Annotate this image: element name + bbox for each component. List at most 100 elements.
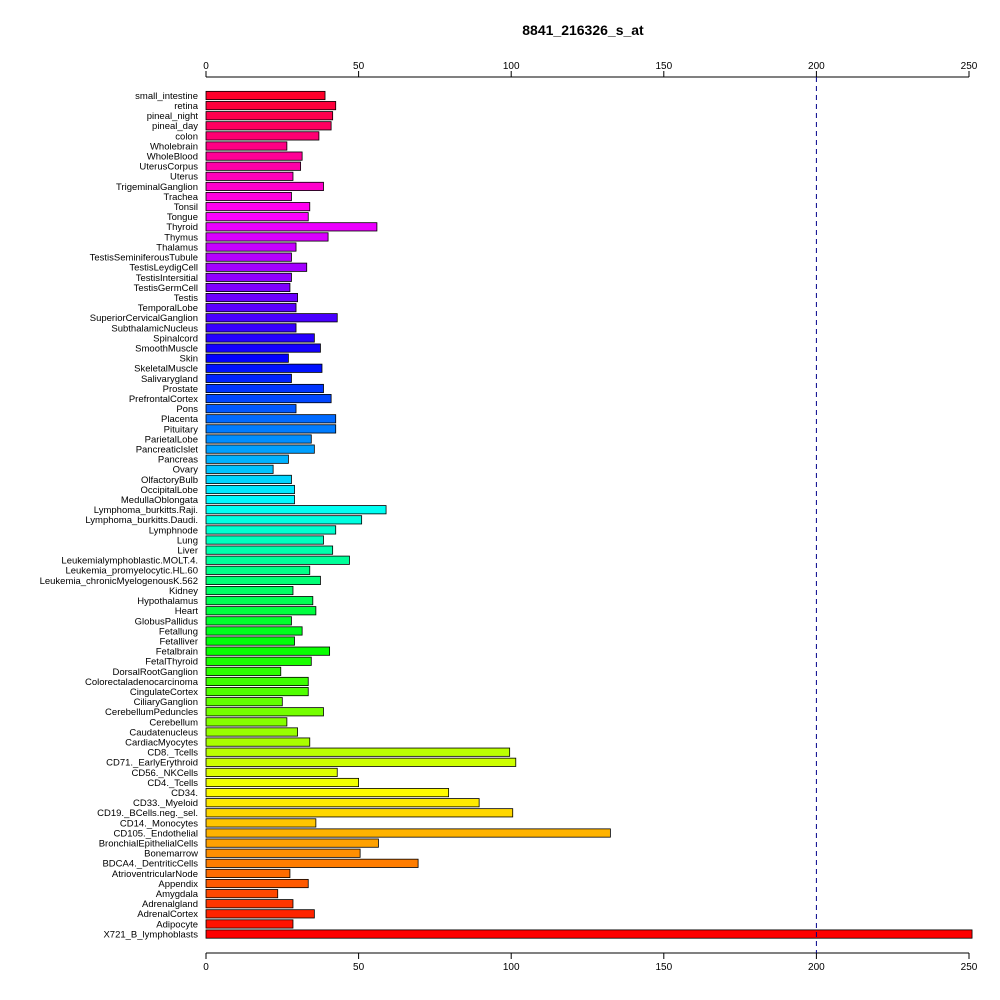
- bottom-x-tick-label: 200: [808, 962, 825, 973]
- category-label: CardiacMyocytes: [125, 737, 198, 748]
- top-x-tick-label: 0: [203, 61, 209, 72]
- category-label: CD8._Tcells: [147, 748, 198, 759]
- category-label: CD71._EarlyErythroid: [106, 758, 198, 769]
- category-label: CiliaryGanglion: [134, 697, 198, 708]
- bar: [205, 515, 363, 525]
- category-label: Lymphoma_burkitts.Daudi.: [85, 515, 198, 526]
- bar: [205, 293, 298, 303]
- top-x-tick-label: 100: [503, 61, 520, 72]
- category-label: AdrenalCortex: [137, 909, 198, 920]
- bar: [205, 676, 309, 687]
- category-label: pineal_night: [147, 111, 199, 122]
- category-label: colon: [175, 131, 198, 142]
- bar: [205, 353, 289, 363]
- bar: [205, 646, 331, 656]
- category-label: Leukemia_promyelocytic.HL.60: [65, 566, 198, 577]
- category-label: Kidney: [169, 586, 198, 597]
- bar: [205, 444, 315, 454]
- bar: [205, 313, 338, 323]
- category-label: Fetallung: [159, 626, 198, 637]
- bar: [205, 373, 292, 383]
- category-label: Fetalliver: [159, 636, 198, 647]
- bar: [205, 575, 321, 585]
- bar: [205, 828, 611, 838]
- bar: [205, 717, 288, 727]
- bar: [205, 242, 297, 252]
- category-label: Uterus: [170, 172, 198, 183]
- category-label: Leukemialymphoblastic.MOLT.4.: [61, 556, 198, 567]
- bar: [205, 181, 324, 191]
- category-label: Pons: [176, 404, 198, 415]
- category-label: TestisLeydigCell: [129, 263, 198, 274]
- category-label: Caudatenucleus: [129, 727, 198, 738]
- category-label: SuperiorCervicalGanglion: [90, 313, 198, 324]
- bar: [205, 788, 450, 798]
- bar: [205, 111, 334, 121]
- bar: [205, 848, 361, 858]
- category-label: small_intestine: [135, 91, 198, 102]
- bar: [205, 131, 320, 141]
- bar: [205, 929, 973, 939]
- category-label: Lymphoma_burkitts.Raji.: [94, 505, 198, 516]
- bar: [205, 747, 511, 757]
- bar: [205, 727, 298, 737]
- category-label: Lung: [177, 535, 198, 546]
- top-x-tick-label: 150: [655, 61, 672, 72]
- bottom-x-tick-label: 150: [655, 962, 672, 973]
- category-label: Prostate: [163, 384, 198, 395]
- bar: [205, 707, 324, 717]
- category-label: Adipocyte: [156, 919, 198, 930]
- category-label: Colorectaladenocarcinoma: [85, 677, 199, 688]
- category-label: TrigeminalGanglion: [116, 182, 198, 193]
- category-label: Salivarygland: [141, 374, 198, 385]
- category-label: PrefrontalCortex: [129, 394, 198, 405]
- bar: [205, 171, 294, 181]
- category-label: Wholebrain: [150, 141, 198, 152]
- category-label: SubthalamicNucleus: [111, 323, 198, 334]
- bar: [205, 202, 311, 212]
- bottom-x-tick-label: 0: [203, 962, 209, 973]
- bar: [205, 808, 514, 818]
- bar: [205, 737, 311, 747]
- bar: [205, 464, 274, 474]
- bar: [205, 798, 480, 808]
- bar: [205, 909, 315, 919]
- bar: [205, 303, 297, 313]
- bar: [205, 121, 332, 131]
- bar: [205, 656, 312, 666]
- category-label: pineal_day: [152, 121, 198, 132]
- bar: [205, 434, 312, 444]
- category-label: X721_B_lymphoblasts: [103, 929, 198, 940]
- bar: [205, 141, 288, 151]
- bar: [205, 757, 517, 767]
- bar: [205, 899, 294, 909]
- category-label: BDCA4._DentriticCells: [102, 859, 198, 870]
- bar: [205, 858, 419, 868]
- bar: [205, 555, 350, 565]
- bar: [205, 777, 360, 788]
- bar: [205, 606, 317, 616]
- category-label: Pituitary: [164, 424, 199, 435]
- category-label: Thyroid: [166, 222, 198, 233]
- bar: [205, 535, 324, 545]
- bar: [205, 697, 283, 707]
- category-label: Ovary: [173, 465, 199, 476]
- bar: [205, 484, 295, 495]
- category-label: Thalamus: [156, 242, 198, 253]
- category-label: CD33._Myeloid: [133, 798, 198, 809]
- category-label: CD56._NKCells: [131, 768, 198, 779]
- bar: [205, 262, 308, 272]
- category-label: CerebellumPeduncles: [105, 707, 198, 718]
- bar: [205, 252, 292, 262]
- category-label: Trachea: [164, 192, 199, 203]
- bar: [205, 151, 303, 161]
- top-x-tick-label: 250: [961, 61, 978, 72]
- category-label: TestisSeminiferousTubule: [90, 253, 198, 264]
- bar: [205, 333, 315, 343]
- category-label: Adrenalgland: [142, 899, 198, 910]
- bar: [205, 414, 337, 424]
- bottom-x-tick-label: 100: [503, 962, 520, 973]
- bar: [205, 919, 294, 929]
- category-label: ParietalLobe: [145, 434, 198, 445]
